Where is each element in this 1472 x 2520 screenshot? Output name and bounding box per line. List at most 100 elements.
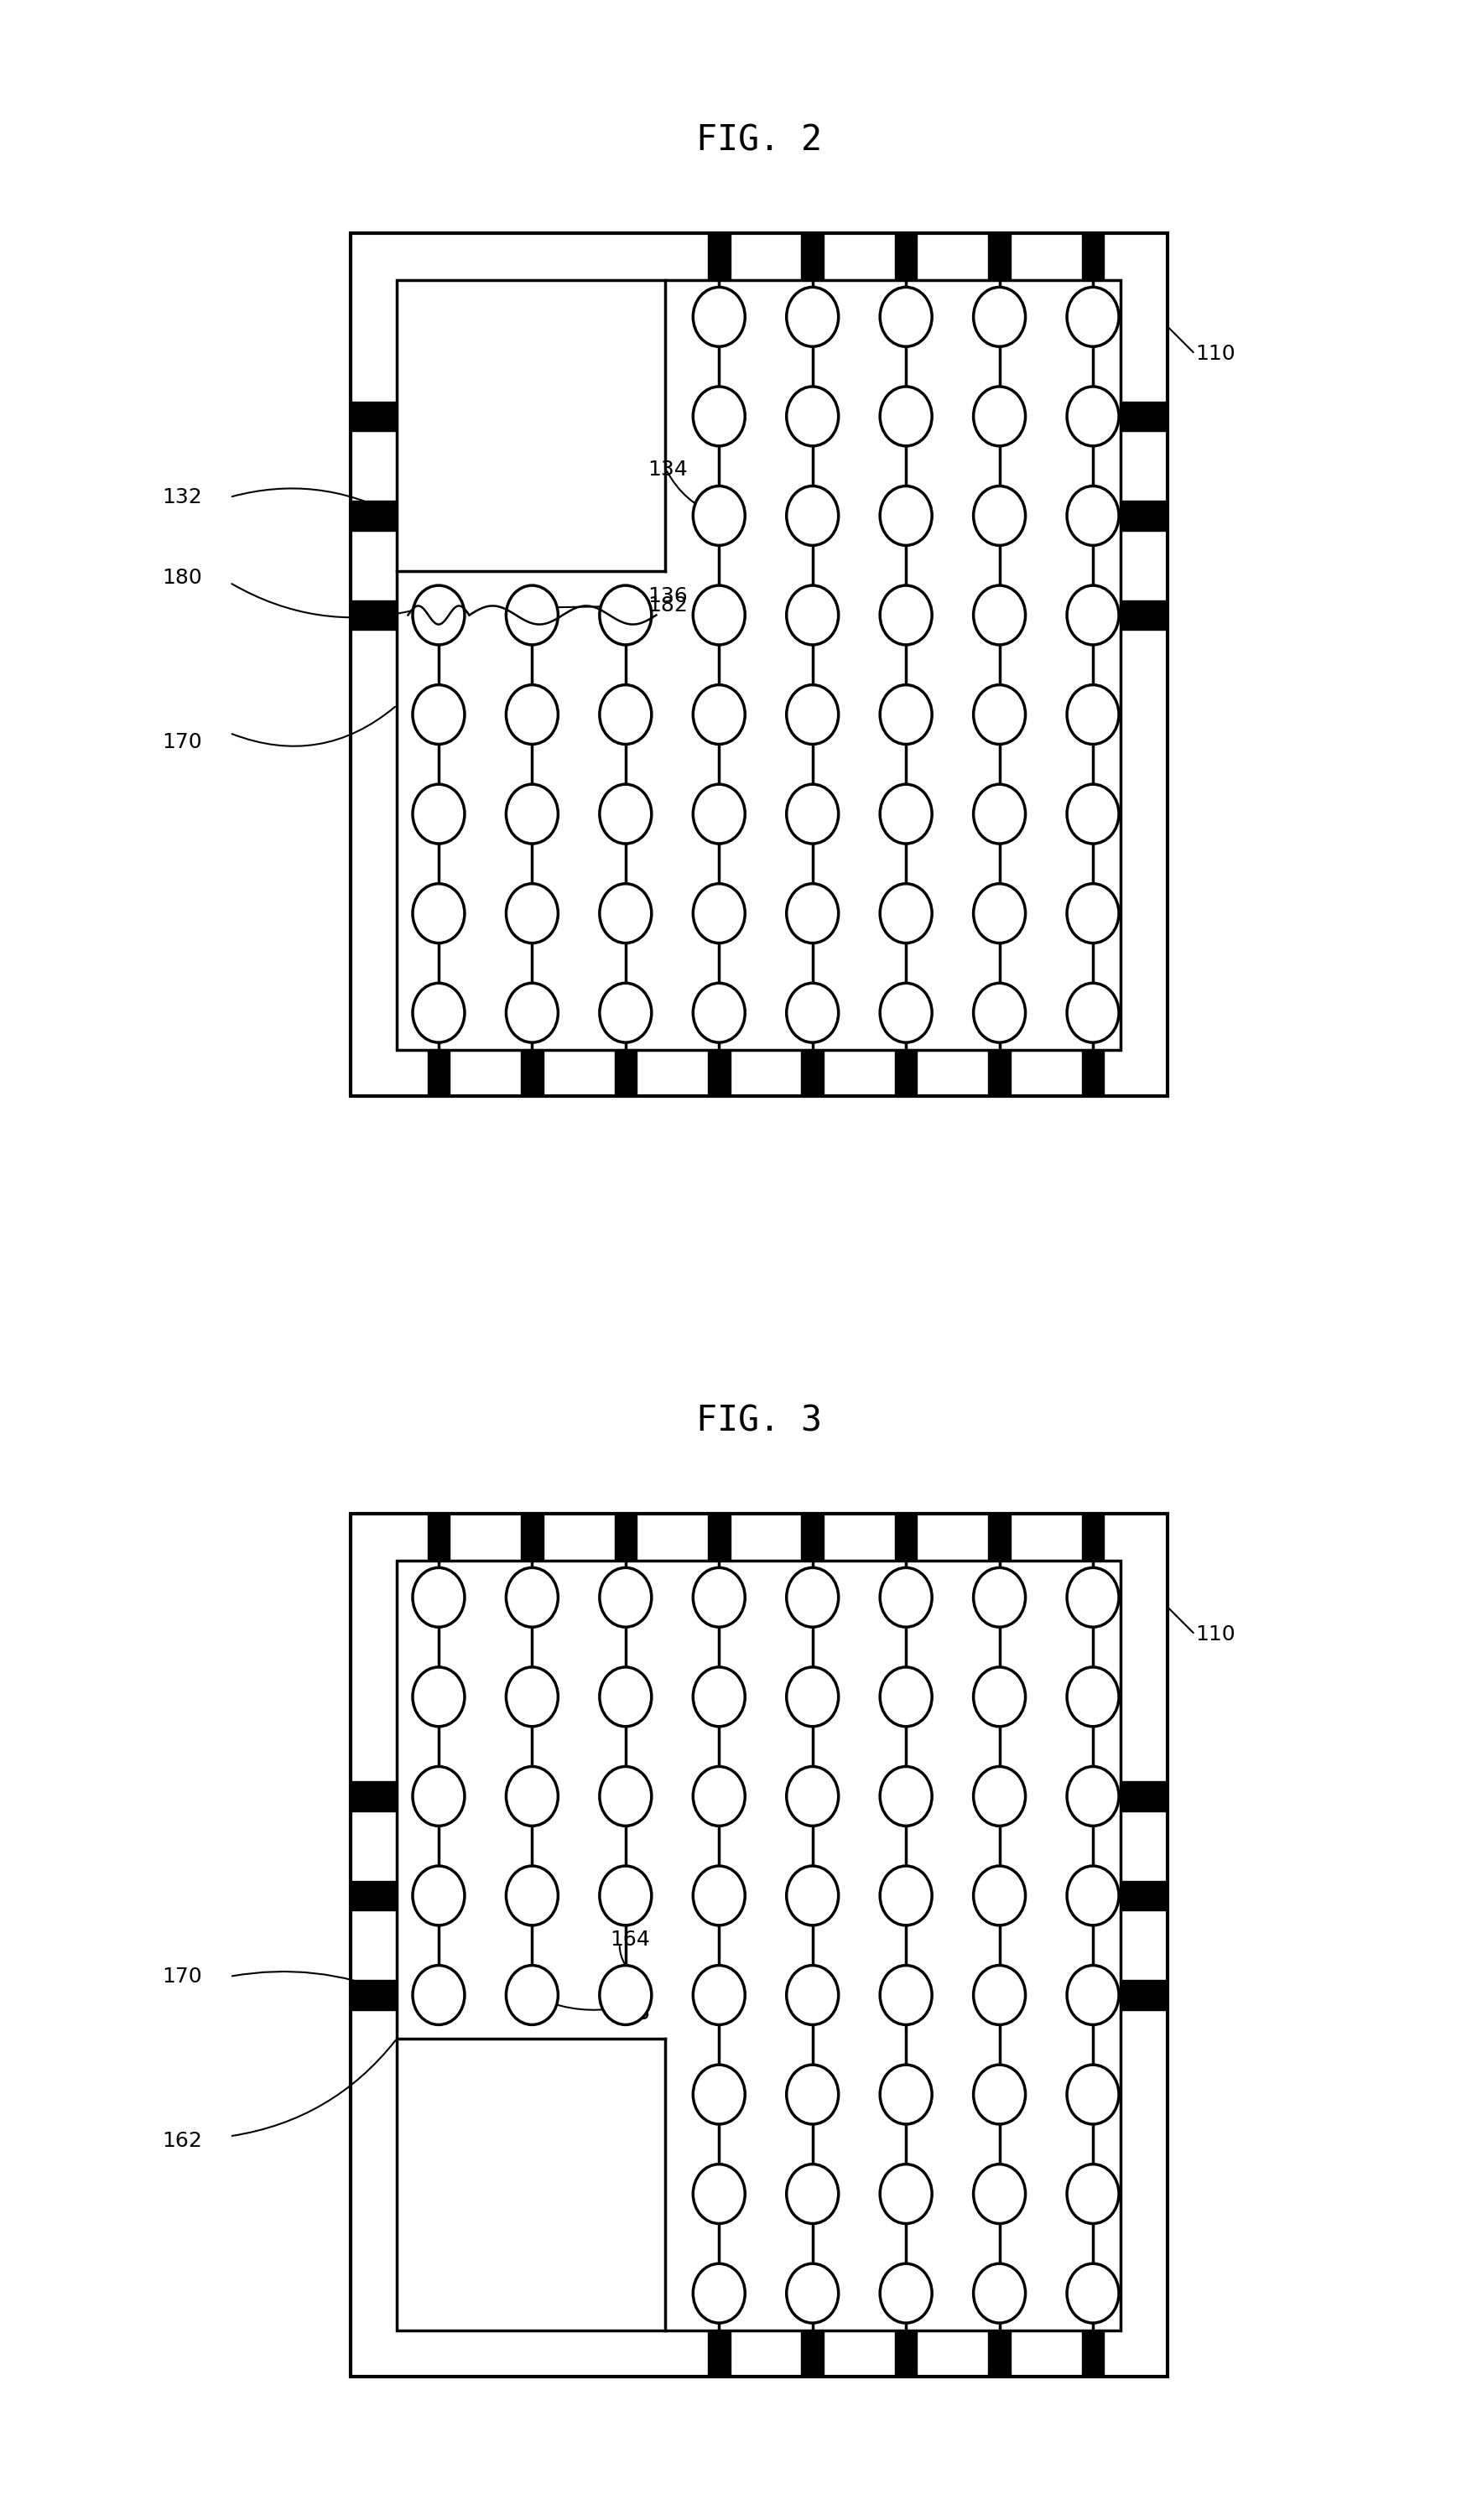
Ellipse shape bbox=[786, 2263, 838, 2323]
Ellipse shape bbox=[973, 1966, 1025, 2024]
Ellipse shape bbox=[599, 1767, 651, 1827]
Text: 182: 182 bbox=[648, 595, 687, 615]
Ellipse shape bbox=[973, 685, 1025, 743]
Ellipse shape bbox=[879, 885, 932, 942]
Bar bbox=[427, 1515, 449, 1560]
Ellipse shape bbox=[1066, 1865, 1119, 1925]
Text: 134: 134 bbox=[648, 459, 687, 479]
Ellipse shape bbox=[412, 685, 464, 743]
Bar bbox=[801, 234, 823, 280]
Ellipse shape bbox=[1066, 386, 1119, 446]
Ellipse shape bbox=[879, 386, 932, 446]
Text: 170: 170 bbox=[162, 1966, 202, 1986]
Ellipse shape bbox=[599, 585, 651, 645]
Ellipse shape bbox=[506, 983, 558, 1043]
Text: 132: 132 bbox=[162, 486, 202, 507]
Ellipse shape bbox=[693, 885, 745, 942]
Bar bbox=[895, 1051, 917, 1096]
Ellipse shape bbox=[1066, 585, 1119, 645]
Bar bbox=[350, 401, 396, 431]
Bar bbox=[801, 1051, 823, 1096]
Ellipse shape bbox=[693, 2263, 745, 2323]
Ellipse shape bbox=[693, 784, 745, 844]
Ellipse shape bbox=[879, 2263, 932, 2323]
Ellipse shape bbox=[693, 1668, 745, 1726]
Ellipse shape bbox=[973, 1567, 1025, 1628]
Ellipse shape bbox=[693, 1567, 745, 1628]
Ellipse shape bbox=[693, 486, 745, 544]
Ellipse shape bbox=[879, 1567, 932, 1628]
Bar bbox=[1080, 1051, 1104, 1096]
Bar bbox=[350, 1880, 396, 1910]
Text: FIG. 3: FIG. 3 bbox=[695, 1404, 821, 1439]
Bar bbox=[396, 280, 1120, 1051]
Ellipse shape bbox=[412, 784, 464, 844]
Ellipse shape bbox=[506, 1567, 558, 1628]
Ellipse shape bbox=[973, 1865, 1025, 1925]
Bar bbox=[614, 1515, 636, 1560]
Bar bbox=[350, 1981, 396, 2011]
Ellipse shape bbox=[1066, 1668, 1119, 1726]
Bar bbox=[350, 501, 396, 532]
Bar bbox=[895, 234, 917, 280]
Bar bbox=[1120, 1981, 1166, 2011]
Bar bbox=[988, 2331, 1010, 2376]
Ellipse shape bbox=[506, 1767, 558, 1827]
Bar bbox=[708, 1051, 730, 1096]
Ellipse shape bbox=[506, 1865, 558, 1925]
Ellipse shape bbox=[973, 2165, 1025, 2223]
Ellipse shape bbox=[693, 287, 745, 348]
Ellipse shape bbox=[973, 1668, 1025, 1726]
Ellipse shape bbox=[786, 287, 838, 348]
Ellipse shape bbox=[879, 685, 932, 743]
Text: 136: 136 bbox=[648, 587, 687, 607]
Bar bbox=[1120, 401, 1166, 431]
Ellipse shape bbox=[973, 885, 1025, 942]
Ellipse shape bbox=[786, 983, 838, 1043]
Bar bbox=[801, 1515, 823, 1560]
Text: 162: 162 bbox=[162, 2132, 202, 2152]
Ellipse shape bbox=[973, 2263, 1025, 2323]
Ellipse shape bbox=[879, 2064, 932, 2124]
Ellipse shape bbox=[693, 1865, 745, 1925]
Ellipse shape bbox=[973, 486, 1025, 544]
Ellipse shape bbox=[879, 486, 932, 544]
Bar bbox=[350, 600, 396, 630]
Ellipse shape bbox=[973, 983, 1025, 1043]
Bar bbox=[708, 2331, 730, 2376]
Bar bbox=[895, 1515, 917, 1560]
Ellipse shape bbox=[879, 1668, 932, 1726]
Ellipse shape bbox=[412, 1966, 464, 2024]
Ellipse shape bbox=[879, 1966, 932, 2024]
Ellipse shape bbox=[599, 885, 651, 942]
Ellipse shape bbox=[786, 685, 838, 743]
Bar bbox=[708, 1515, 730, 1560]
Ellipse shape bbox=[693, 386, 745, 446]
Ellipse shape bbox=[1066, 486, 1119, 544]
Ellipse shape bbox=[412, 1865, 464, 1925]
Ellipse shape bbox=[1066, 885, 1119, 942]
Bar bbox=[988, 234, 1010, 280]
Bar bbox=[1080, 234, 1104, 280]
Ellipse shape bbox=[599, 983, 651, 1043]
Ellipse shape bbox=[412, 885, 464, 942]
Ellipse shape bbox=[786, 486, 838, 544]
Ellipse shape bbox=[506, 685, 558, 743]
Ellipse shape bbox=[1066, 2263, 1119, 2323]
Bar bbox=[988, 1515, 1010, 1560]
Bar bbox=[1120, 501, 1166, 532]
Ellipse shape bbox=[693, 983, 745, 1043]
Ellipse shape bbox=[412, 1567, 464, 1628]
Bar bbox=[350, 1515, 1166, 2376]
Ellipse shape bbox=[1066, 784, 1119, 844]
Ellipse shape bbox=[1066, 685, 1119, 743]
Ellipse shape bbox=[786, 585, 838, 645]
Ellipse shape bbox=[786, 386, 838, 446]
Ellipse shape bbox=[599, 1966, 651, 2024]
Ellipse shape bbox=[879, 2165, 932, 2223]
Text: 170: 170 bbox=[162, 733, 202, 753]
Ellipse shape bbox=[693, 685, 745, 743]
Ellipse shape bbox=[599, 1668, 651, 1726]
Bar bbox=[1120, 600, 1166, 630]
Bar bbox=[521, 1515, 543, 1560]
